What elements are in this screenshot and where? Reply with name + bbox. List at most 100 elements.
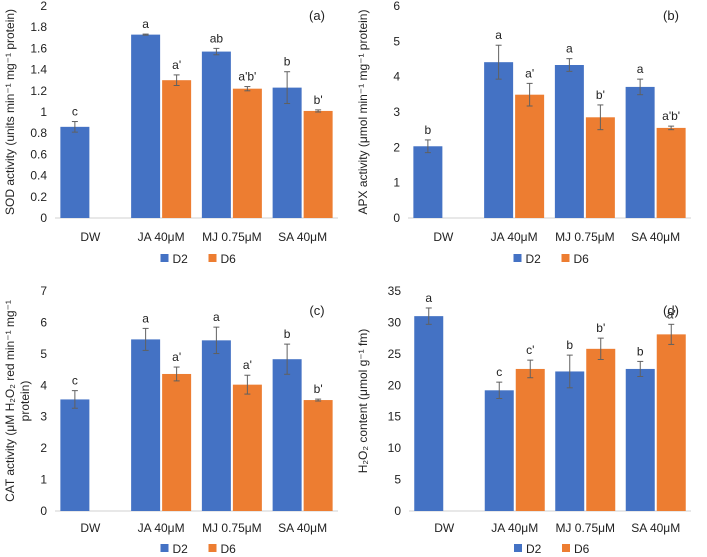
y-tick-label: 4 [40, 378, 47, 392]
bar-d6 [515, 94, 545, 218]
y-tick-label: 0.2 [30, 190, 47, 204]
bar-d6 [656, 334, 686, 511]
significance-letter: c [496, 365, 502, 379]
bar-d6 [162, 373, 192, 511]
x-tick-label: DW [80, 521, 101, 535]
legend-swatch-d6 [561, 254, 570, 262]
x-tick-label: MJ 0.75μM [202, 230, 262, 244]
bar-d2 [414, 316, 444, 511]
legend-label-d6: D6 [574, 542, 590, 556]
legend-label-d2: D2 [173, 542, 189, 556]
significance-letter: a [142, 311, 149, 325]
significance-letter: a' [172, 350, 181, 364]
y-axis-label: CAT activity (μM H₂O₂ red min⁻¹ mg⁻¹ [3, 300, 17, 502]
x-tick-label: DW [80, 230, 101, 244]
x-tick-label: SA 40μM [278, 521, 327, 535]
bar-d2 [60, 126, 90, 218]
x-tick-label: JA 40μM [491, 230, 538, 244]
bar-d2 [201, 340, 231, 511]
bar-d2 [484, 390, 514, 511]
bar-d6 [656, 127, 686, 218]
panel-label: (b) [663, 8, 679, 23]
x-tick-label: SA 40μM [278, 230, 327, 244]
significance-letter: c [72, 105, 78, 119]
significance-letter: b [284, 55, 291, 69]
significance-letter: b' [314, 382, 323, 396]
x-tick-label: SA 40μM [631, 521, 680, 535]
bar-d6 [515, 368, 545, 511]
significance-letter: a [213, 310, 220, 324]
significance-letter: a [495, 28, 502, 42]
y-tick-label: 30 [388, 315, 402, 329]
bar-d2 [60, 399, 90, 511]
y-tick-label: 6 [40, 315, 47, 329]
y-tick-label: 1.2 [30, 84, 47, 98]
x-tick-label: MJ 0.75μM [202, 521, 262, 535]
y-tick-label: 10 [388, 441, 402, 455]
panel-label: (a) [309, 8, 325, 23]
x-tick-label: JA 40μM [138, 230, 185, 244]
bar-d6 [303, 400, 333, 511]
x-tick-label: DW [434, 521, 455, 535]
y-axis-label: SOD activity (units min⁻¹ mg⁻¹ protein) [3, 9, 17, 215]
y-tick-label: 1 [40, 105, 47, 119]
y-tick-label: 2 [40, 441, 47, 455]
y-tick-label: 4 [393, 70, 400, 84]
y-tick-label: 0.4 [30, 169, 47, 183]
significance-letter: b [425, 123, 432, 137]
x-tick-label: MJ 0.75μM [555, 521, 615, 535]
bar-d2 [201, 51, 231, 218]
significance-letter: a'b' [238, 70, 256, 84]
significance-letter: b [637, 344, 644, 358]
x-tick-label: DW [433, 230, 454, 244]
significance-letter: a [425, 291, 432, 305]
significance-letter: a [142, 17, 149, 31]
y-tick-label: 1.4 [30, 63, 47, 77]
legend-swatch-d2 [513, 254, 522, 262]
y-tick-label: 15 [388, 410, 402, 424]
y-axis-label: H₂O₂ content (μmol g⁻¹ fm) [356, 329, 370, 474]
bar-d6 [232, 384, 262, 511]
significance-letter: b' [596, 321, 605, 335]
bar-d6 [586, 348, 616, 511]
chart-panel-c: 0 1 2 3 4 5 6 7 CAT activity (μM H₂O₂ red min⁻¹ … [3, 284, 338, 556]
chart-panel-b: 0 1 2 3 4 5 6 APX activity (μmol min⁻¹ mg⁻¹ pro… [356, 0, 691, 266]
y-tick-label: 3 [393, 105, 400, 119]
y-tick-label: 0.8 [30, 126, 47, 140]
y-tick-label: 5 [40, 347, 47, 361]
legend-swatch-d2 [160, 254, 169, 262]
y-tick-label: 1 [40, 473, 47, 487]
chart-panel-d: 0 5 10 15 20 25 30 35 H₂O₂ content (μmol g⁻¹ fm)… [356, 284, 691, 556]
bar-d2 [625, 86, 655, 218]
legend-label-d2: D2 [526, 252, 542, 266]
y-tick-label: 0 [393, 211, 400, 225]
significance-letter: b' [314, 93, 323, 107]
y-tick-label: 5 [393, 34, 400, 48]
legend-swatch-d2 [160, 544, 169, 552]
significance-letter: ab [210, 31, 224, 45]
bar-d2 [272, 87, 302, 219]
bar-d2 [272, 359, 302, 511]
bar-d2 [555, 371, 585, 511]
y-tick-label: 1.8 [30, 20, 47, 34]
legend-swatch-d6 [208, 544, 217, 552]
y-tick-label: 25 [388, 347, 402, 361]
significance-letter: a' [172, 58, 181, 72]
bar-d2 [484, 62, 514, 219]
significance-letter: b' [596, 88, 605, 102]
bar-d2 [131, 339, 161, 511]
y-tick-label: 35 [388, 284, 402, 298]
legend-label-d2: D2 [526, 542, 542, 556]
legend-label-d6: D6 [574, 252, 590, 266]
legend-swatch-d6 [562, 544, 570, 552]
y-tick-label: 2 [40, 0, 47, 13]
y-tick-label: 1 [393, 176, 400, 190]
legend-swatch-d2 [514, 544, 522, 552]
bar-d6 [232, 88, 262, 219]
bar-d2 [413, 146, 443, 218]
y-tick-label: 6 [393, 0, 400, 13]
y-tick-label: 7 [40, 284, 47, 298]
legend-label-d6: D6 [221, 252, 237, 266]
y-tick-label: 0 [40, 504, 47, 518]
